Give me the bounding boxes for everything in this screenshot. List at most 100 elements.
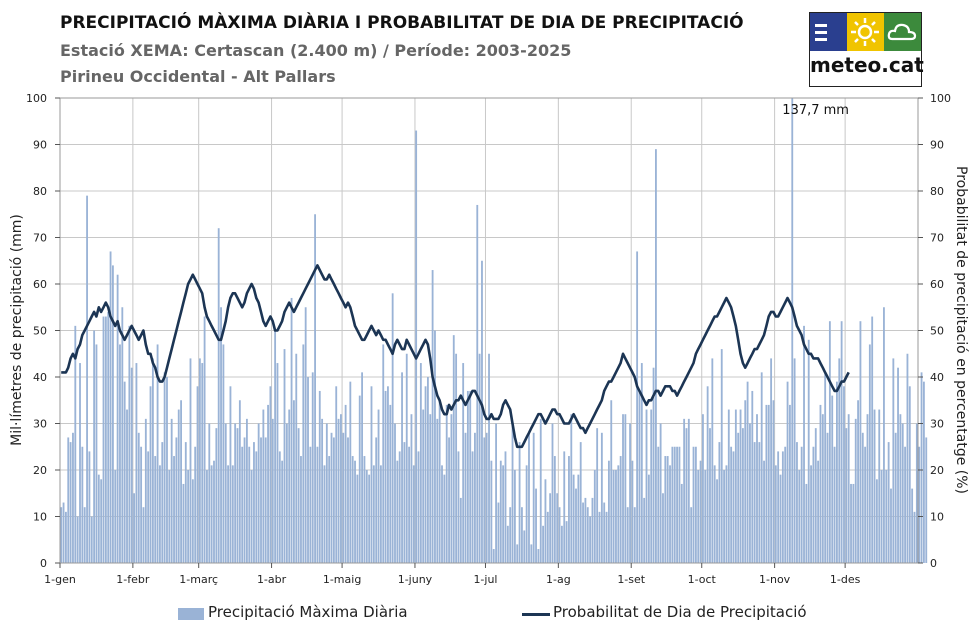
- precip-bar: [563, 451, 566, 563]
- precip-bar: [725, 465, 728, 563]
- precip-bar: [95, 344, 98, 563]
- precip-bar: [459, 497, 462, 563]
- x-tick-label: 1-oct: [688, 573, 717, 586]
- precip-bar: [859, 321, 862, 563]
- precip-bar: [922, 381, 925, 563]
- precip-bar: [727, 409, 730, 563]
- precip-bar: [387, 386, 389, 563]
- precip-bar: [201, 363, 204, 563]
- precip-bar: [215, 428, 218, 563]
- precip-bar: [732, 451, 735, 563]
- precip-bar: [300, 456, 302, 563]
- x-tick-label: 1-set: [617, 573, 645, 586]
- precip-bar: [542, 525, 545, 563]
- precip-bar: [245, 418, 248, 563]
- precip-bar: [370, 386, 373, 563]
- precip-bar: [123, 381, 126, 563]
- legend-line-label: Probabilitat de Dia de Precipitació: [553, 603, 807, 621]
- precip-bar: [631, 460, 634, 563]
- y-tick-label: 0: [40, 557, 47, 570]
- precip-bar: [483, 437, 486, 563]
- precip-bar: [208, 423, 211, 563]
- precip-bar: [622, 414, 624, 563]
- precip-bar: [530, 544, 533, 563]
- precip-bar: [403, 442, 406, 563]
- precip-bar: [687, 418, 690, 563]
- x-tick-label: 1-nov: [759, 573, 791, 586]
- precip-bar: [379, 465, 382, 563]
- y-tick-label: 10: [33, 511, 47, 524]
- precip-bar: [328, 456, 331, 563]
- precip-bar: [913, 511, 916, 563]
- precip-bar: [114, 470, 117, 563]
- precip-bar: [535, 488, 537, 563]
- precip-bar: [382, 344, 385, 563]
- precip-bar: [765, 404, 768, 563]
- precip-bar: [852, 483, 855, 563]
- precip-bar: [111, 265, 114, 563]
- precip-bar: [692, 446, 695, 563]
- precip-bar: [868, 344, 871, 563]
- precip-bar: [920, 372, 923, 563]
- precip-bar: [262, 409, 265, 563]
- precip-bar: [847, 414, 850, 563]
- precip-bar: [264, 437, 267, 563]
- precip-bar: [206, 470, 208, 563]
- precip-bar: [323, 465, 326, 563]
- precip-bar: [464, 432, 467, 563]
- precip-bar: [624, 414, 627, 563]
- precip-bar: [878, 409, 881, 563]
- y2-tick-label: 70: [930, 232, 944, 245]
- precip-bar: [741, 428, 744, 563]
- precip-bar: [887, 442, 890, 563]
- precip-bar: [248, 446, 251, 563]
- precip-bar: [843, 386, 845, 563]
- precip-bar: [694, 446, 697, 563]
- precip-bar: [102, 316, 105, 563]
- precip-bar: [899, 414, 902, 563]
- precip-bar: [60, 507, 63, 563]
- precip-bar: [539, 418, 542, 563]
- precip-bar: [191, 479, 194, 563]
- precip-bar: [476, 204, 479, 563]
- precip-bar: [890, 488, 892, 563]
- precip-bar: [650, 409, 653, 563]
- precip-bar: [560, 525, 563, 563]
- precip-bar: [612, 470, 615, 563]
- precip-bar: [316, 446, 319, 563]
- precip-bar: [756, 414, 758, 563]
- precip-bar: [751, 390, 754, 563]
- precip-bar: [354, 460, 356, 563]
- precip-bar: [283, 349, 286, 563]
- precip-bar: [154, 456, 157, 563]
- precip-bar: [739, 409, 742, 563]
- precip-bar: [337, 418, 340, 563]
- precip-bar: [565, 521, 568, 563]
- precip-bar: [711, 358, 714, 563]
- precip-bar: [763, 460, 765, 563]
- precip-bar: [431, 270, 434, 563]
- logo-text: meteo.cat: [810, 53, 924, 77]
- precip-bar: [803, 325, 805, 563]
- precip-bar: [335, 386, 338, 563]
- precip-bar: [410, 414, 413, 563]
- precip-bar: [655, 149, 657, 563]
- precip-bar: [412, 465, 415, 563]
- precip-bar: [417, 451, 420, 563]
- precip-bar: [603, 502, 606, 563]
- precip-bar: [133, 493, 135, 563]
- precip-bar: [875, 479, 878, 563]
- y-axis-label: Mil·límetres de precipitació (mm): [9, 214, 25, 446]
- precip-bar: [349, 381, 352, 563]
- precip-bar: [807, 339, 810, 563]
- x-tick-label: 1-jul: [473, 573, 497, 586]
- precip-bar: [704, 470, 707, 563]
- precip-bar: [104, 316, 107, 563]
- precip-bar: [633, 507, 636, 563]
- x-tick-label: 1-abr: [257, 573, 287, 586]
- precip-bar: [415, 130, 418, 564]
- precip-bar: [469, 390, 472, 563]
- precip-bar: [523, 530, 526, 563]
- precip-bar: [669, 465, 671, 563]
- precip-bar: [579, 442, 582, 563]
